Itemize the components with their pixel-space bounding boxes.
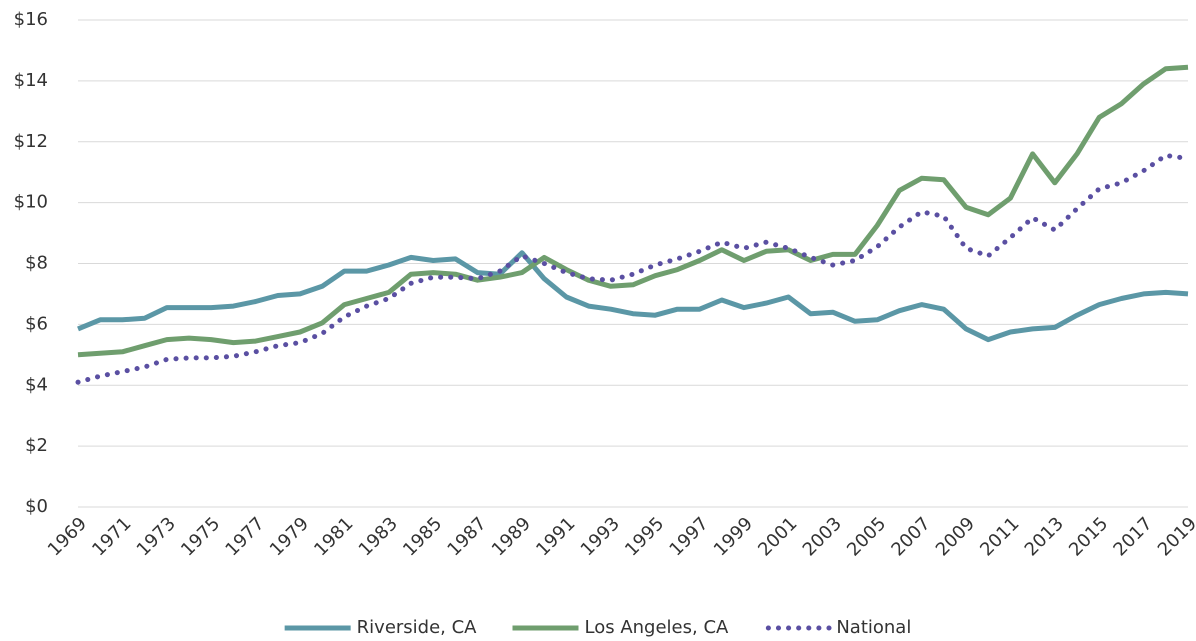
y-tick-label: $10 bbox=[14, 192, 48, 213]
x-tick-label: 1981 bbox=[310, 513, 357, 560]
x-tick-label: 1979 bbox=[266, 513, 313, 560]
x-tick-label: 2005 bbox=[843, 513, 890, 560]
x-tick-label: 1993 bbox=[577, 513, 624, 560]
x-tick-label: 2011 bbox=[976, 513, 1023, 560]
x-tick-label: 1973 bbox=[133, 513, 180, 560]
x-tick-label: 2007 bbox=[887, 513, 934, 560]
series-line bbox=[77, 64, 1189, 358]
x-tick-label: 2019 bbox=[1154, 513, 1196, 560]
x-tick-label: 1989 bbox=[488, 513, 535, 560]
y-tick-label: $0 bbox=[25, 496, 48, 517]
y-tick-label: $16 bbox=[14, 9, 48, 30]
series-line bbox=[75, 152, 1191, 385]
y-tick-label: $12 bbox=[14, 131, 48, 152]
x-tick-label: 1997 bbox=[665, 513, 712, 560]
x-tick-label: 1969 bbox=[44, 513, 91, 560]
x-tick-label: 1983 bbox=[355, 513, 402, 560]
legend: Riverside, CA Los Angeles, CA National bbox=[284, 617, 911, 638]
legend-label: Los Angeles, CA bbox=[585, 617, 730, 638]
series-line bbox=[77, 250, 1189, 343]
y-tick-label: $14 bbox=[14, 70, 48, 91]
x-tick-label: 2009 bbox=[932, 513, 979, 560]
x-tick-label: 2015 bbox=[1065, 513, 1112, 560]
x-tick-label: 2013 bbox=[1021, 513, 1068, 560]
legend-label: Riverside, CA bbox=[357, 617, 478, 638]
x-tick-label: 2001 bbox=[754, 513, 801, 560]
x-tick-label: 2017 bbox=[1109, 513, 1156, 560]
x-tick-label: 1991 bbox=[532, 513, 579, 560]
x-tick-label: 1999 bbox=[710, 513, 757, 560]
x-tick-label: 2003 bbox=[799, 513, 846, 560]
x-tick-label: 1975 bbox=[177, 513, 224, 560]
x-tick-label: 1987 bbox=[443, 513, 490, 560]
y-tick-label: $8 bbox=[25, 253, 48, 274]
x-tick-label: 1971 bbox=[88, 513, 135, 560]
x-tick-label: 1985 bbox=[399, 513, 446, 560]
legend-label: National bbox=[836, 617, 911, 638]
x-tick-label: 1977 bbox=[221, 513, 268, 560]
y-tick-label: $2 bbox=[25, 435, 48, 456]
y-tick-label: $4 bbox=[25, 374, 48, 395]
y-tick-label: $6 bbox=[25, 313, 48, 334]
x-tick-label: 1995 bbox=[621, 513, 668, 560]
